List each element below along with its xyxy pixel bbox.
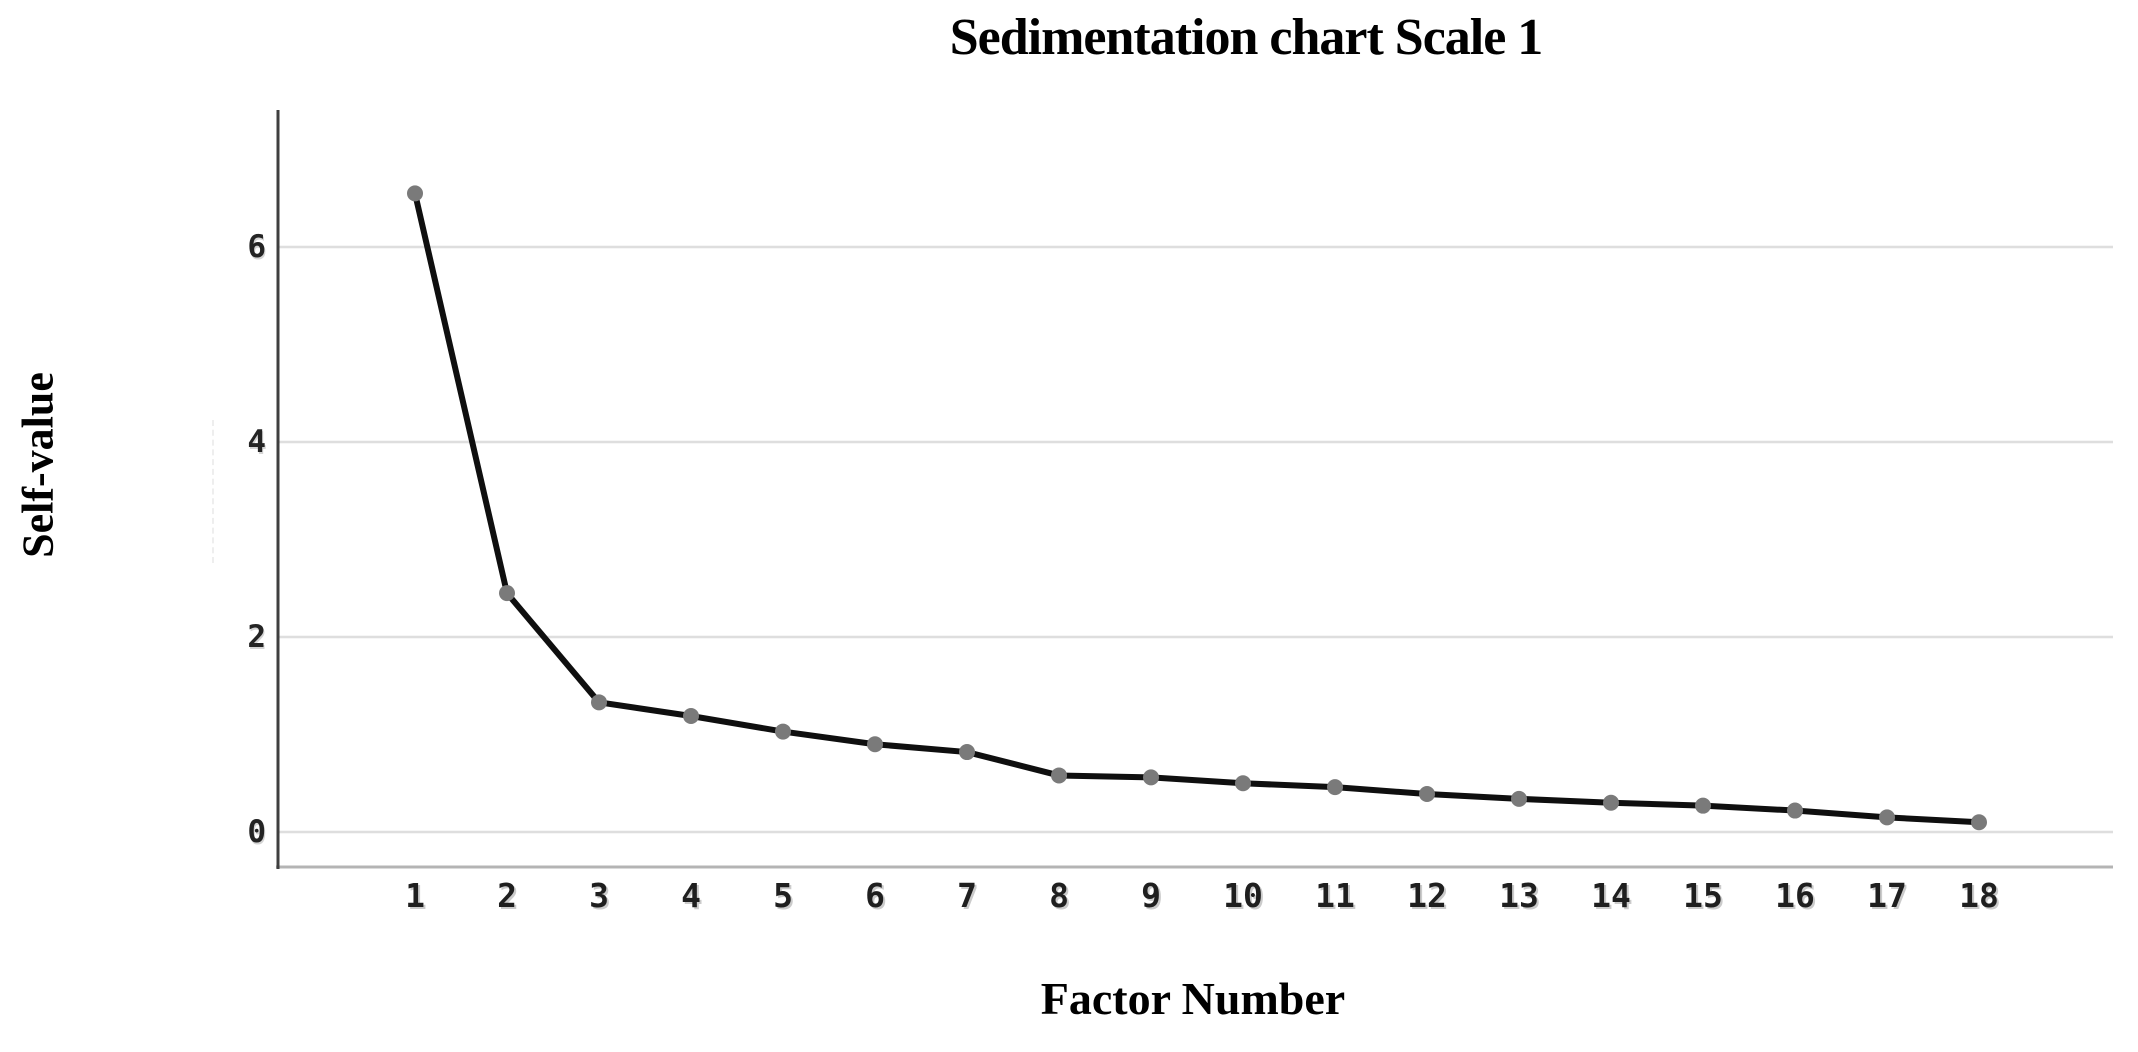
data-point-18: [1971, 814, 1987, 831]
x-tick-label-15: 15: [1683, 876, 1723, 915]
x-tick-label-11: 11: [1315, 876, 1355, 915]
data-point-8: [1051, 767, 1067, 784]
data-point-7: [959, 744, 975, 761]
data-point-4: [683, 707, 699, 724]
x-tick-label-5: 5: [773, 876, 793, 915]
x-tick-label-17: 17: [1867, 876, 1907, 915]
x-tick-label-16: 16: [1775, 876, 1815, 915]
x-tick-label-8: 8: [1049, 876, 1069, 915]
data-point-15: [1695, 797, 1711, 814]
x-tick-label-2: 2: [497, 876, 517, 915]
x-tick-label-18: 18: [1959, 876, 1999, 915]
y-tick-label-0: 0: [247, 814, 266, 850]
x-tick-label-6: 6: [865, 876, 885, 915]
data-point-5: [775, 723, 791, 740]
data-point-12: [1419, 785, 1435, 802]
x-tick-label-12: 12: [1407, 876, 1447, 915]
data-point-3: [591, 694, 607, 711]
y-tick-label-6: 6: [247, 229, 266, 265]
x-tick-label-9: 9: [1141, 876, 1161, 915]
chart-title: Sedimentation chart Scale 1: [949, 9, 1544, 66]
x-tick-label-14: 14: [1591, 876, 1631, 915]
x-tick-label-1: 1: [405, 876, 425, 915]
data-point-16: [1787, 802, 1803, 819]
data-point-9: [1143, 769, 1159, 786]
y-tick-label-4: 4: [247, 424, 266, 460]
data-line: [412, 192, 1980, 826]
x-axis-title: Factor Number: [1040, 973, 1346, 1024]
data-point-1: [407, 185, 423, 202]
x-tick-label-4: 4: [681, 876, 701, 915]
x-tick-label-10: 10: [1223, 876, 1263, 915]
y-tick-label-2: 2: [247, 619, 266, 655]
data-point-13: [1511, 790, 1527, 807]
faint-dashed-artifact: [212, 420, 214, 563]
data-point-11: [1327, 779, 1343, 796]
data-point-10: [1235, 775, 1251, 792]
data-point-14: [1603, 794, 1619, 811]
data-point-2: [499, 585, 515, 602]
data-point-17: [1879, 809, 1895, 826]
x-tick-label-3: 3: [589, 876, 609, 915]
x-tick-label-7: 7: [957, 876, 977, 915]
x-tick-label-13: 13: [1499, 876, 1539, 915]
data-point-6: [867, 736, 883, 753]
